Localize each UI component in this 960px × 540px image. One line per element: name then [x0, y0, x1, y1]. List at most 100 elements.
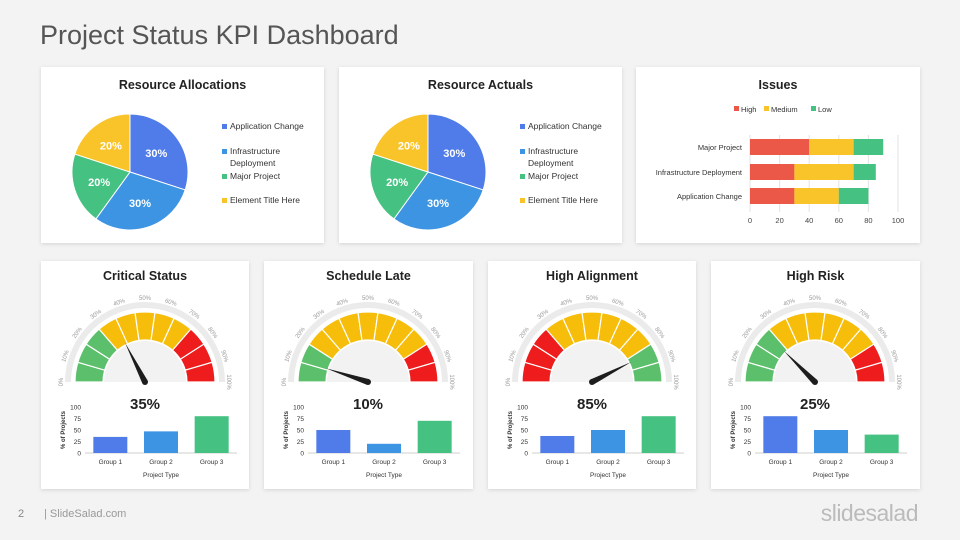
legend-swatch — [222, 174, 227, 179]
pie-slice — [369, 153, 429, 220]
bar-segment — [794, 188, 839, 204]
y-tick-label: 100 — [740, 405, 751, 412]
y-tick-label: 75 — [744, 416, 752, 423]
resource-actuals-card: Resource Actuals 30% 30% 20% 20% Application… — [339, 67, 622, 243]
card-title: Resource Actuals — [427, 78, 534, 92]
legend-label: Infrastructure — [230, 146, 280, 156]
bar-segment — [853, 139, 884, 155]
y-tick-label: 50 — [744, 428, 752, 435]
gauge-hub — [774, 341, 856, 382]
y-tick-label: 75 — [74, 416, 82, 423]
gauge-value-label: 35% — [130, 396, 160, 413]
y-tick-label: Infrastructure Deployment — [656, 168, 743, 177]
pie-slice — [393, 171, 484, 231]
legend-swatch — [520, 124, 525, 129]
gauge-rim — [288, 302, 448, 383]
x-tick-label: 60 — [835, 216, 843, 225]
page-title: Project Status KPI Dashboard — [40, 20, 399, 50]
bar — [194, 416, 229, 453]
bar — [93, 436, 128, 453]
y-tick-label: 75 — [521, 416, 529, 423]
legend-swatch — [520, 174, 525, 179]
gauge-tick-label: 0% — [282, 377, 288, 386]
pie-data-label: 30% — [427, 198, 449, 210]
gauge-tick-label: 0% — [506, 377, 512, 386]
y-axis-label: % of Projects — [284, 410, 290, 449]
bar-segment — [809, 139, 854, 155]
bar — [367, 443, 401, 453]
gauge-tick-label: 10% — [61, 349, 71, 363]
x-tick-label: Group 2 — [372, 459, 396, 466]
bar — [316, 430, 351, 453]
gauge-tick-label: 10% — [508, 349, 518, 363]
legend-swatch — [764, 106, 769, 111]
pie-data-label: 20% — [88, 177, 110, 189]
card-title: Issues — [758, 78, 798, 92]
x-axis-label: Project Type — [366, 472, 402, 479]
gauge-needle-pivot — [812, 379, 818, 385]
bar-segment — [853, 164, 876, 180]
pie-data-label: 30% — [129, 198, 151, 210]
gauge-band — [407, 361, 439, 383]
legend-label: Low — [818, 105, 832, 114]
x-tick-label: Group 1 — [99, 459, 123, 466]
resource-actuals-chart: 30% 30% 20% 20% Application Change Infrastruc… — [369, 113, 602, 231]
gauge-tick-label: 90% — [666, 350, 676, 364]
issues-chart: 0 20 40 60 80 100 Major Project Infrastructure … — [656, 105, 905, 225]
gauge-tick-label: 50% — [586, 296, 599, 302]
legend-label: High — [741, 105, 756, 114]
gauge-tick-label: 60% — [164, 298, 178, 308]
legend-swatch — [222, 124, 227, 129]
bar — [417, 420, 452, 453]
gauge-value-label: 10% — [353, 396, 383, 413]
gauge-value-label: 25% — [800, 396, 830, 413]
card-title: High Alignment — [546, 269, 638, 283]
y-axis-label: % of Projects — [508, 410, 514, 449]
gauge-needle — [326, 368, 369, 385]
gauge-needle-pivot — [142, 379, 148, 385]
y-axis-label: % of Projects — [731, 410, 737, 449]
y-tick-label: Application Change — [677, 192, 742, 201]
legend-label: Application Change — [528, 121, 602, 131]
gauge-band — [184, 361, 216, 383]
gauge-tick-label: 100% — [672, 374, 678, 390]
legend-label: Application Change — [230, 121, 304, 131]
gauge-tick-label: 60% — [834, 298, 848, 308]
gauge-hub — [104, 341, 186, 382]
gauge-tick-label: 60% — [387, 298, 401, 308]
high-alignment-chart: 0%10%20%30%40% 50% 60%70%80%90%100%85%0255… — [506, 296, 684, 479]
high-alignment-card: High Alignment 0% 10% 20% 30% 40% 50% 60% 70% 80… — [488, 261, 696, 489]
y-tick-label: 100 — [293, 405, 304, 412]
gauge-tick-label: 100% — [225, 374, 231, 390]
card-title: Resource Allocations — [118, 78, 247, 92]
gauge-band — [631, 361, 663, 383]
x-tick-label: Group 3 — [423, 459, 447, 466]
gauge-tick-label: 100% — [895, 374, 901, 390]
x-tick-label: Group 2 — [596, 459, 620, 466]
schedule-late-card: Schedule Late 0% 10% 20% 30% 40% 50% 60% 70% 80%… — [264, 261, 473, 489]
issues-card: Issues 0 20 40 60 80 100 Major Project Infrastr… — [636, 67, 920, 243]
gauge-tick-label: 0% — [729, 377, 735, 386]
card-title: High Risk — [786, 269, 845, 283]
y-tick-label: 0 — [747, 451, 751, 458]
pie-data-label: 30% — [443, 148, 465, 160]
bar-segment — [750, 139, 810, 155]
x-tick-label: Group 2 — [149, 459, 173, 466]
bar-segment — [750, 164, 795, 180]
high-risk-chart: 0%10%20%30%40% 50% 60%70%80%90%100%25%0255… — [729, 296, 907, 479]
pie-data-label: 20% — [100, 141, 122, 153]
legend-swatch — [520, 198, 525, 203]
x-tick-label: Group 3 — [647, 459, 671, 466]
y-tick-label: 25 — [297, 439, 305, 446]
legend-swatch — [520, 149, 525, 154]
gauge-tick-label: 100% — [448, 374, 454, 390]
bar-segment — [750, 188, 795, 204]
pie-slice — [427, 113, 487, 191]
legend-label: Deployment — [528, 158, 574, 168]
gauge-needle — [783, 350, 818, 385]
legend-label: Element Title Here — [230, 195, 300, 205]
pie-data-label: 30% — [145, 148, 167, 160]
page-number: 2 — [18, 508, 25, 520]
card-title: Schedule Late — [326, 269, 411, 283]
x-tick-label: Group 1 — [546, 459, 570, 466]
